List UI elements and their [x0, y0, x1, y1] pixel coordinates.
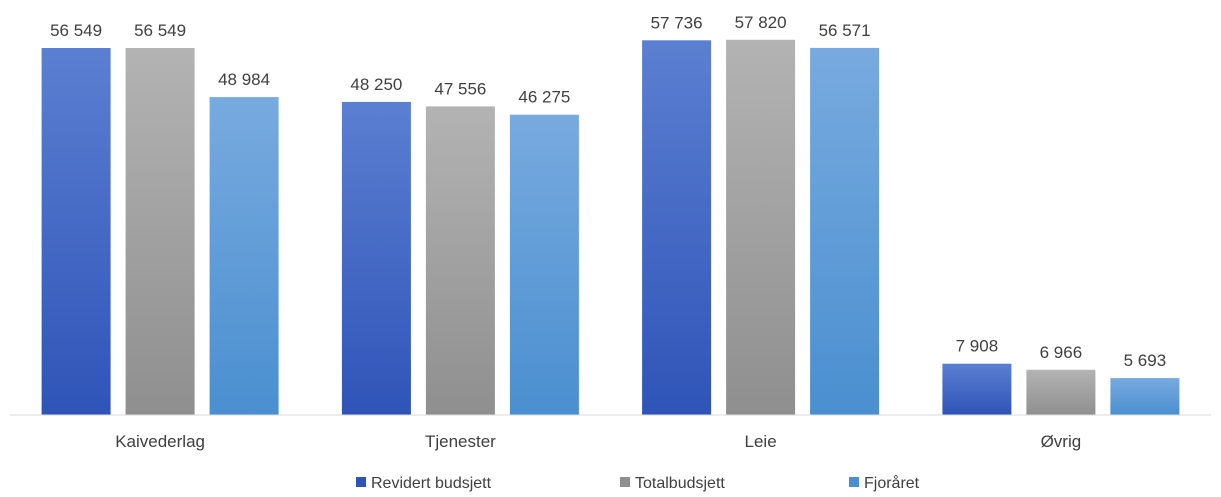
bar-kaivederlag-fjora-ret	[209, 97, 279, 415]
category-label-vrig: Øvrig	[1041, 432, 1082, 451]
legend-swatch-revidert-budsjett	[356, 477, 366, 487]
bar-leie-totalbudsjett	[726, 39, 796, 416]
bar-vrig-revidert-budsjett	[942, 363, 1012, 415]
bar-kaivederlag-totalbudsjett	[125, 48, 195, 415]
bar-leie-revidert-budsjett	[642, 40, 712, 416]
value-label-vrig-totalbudsjett: 6 966	[1040, 343, 1083, 362]
legend: Revidert budsjett Totalbudsjett Fjoråret	[356, 474, 920, 492]
legend-label-totalbudsjett: Totalbudsjett	[635, 475, 725, 492]
category-label-leie: Leie	[745, 432, 777, 451]
legend-label-fjora-ret: Fjoråret	[864, 474, 920, 492]
category-label-tjenester: Tjenester	[425, 432, 496, 451]
bar-kaivederlag-revidert-budsjett	[41, 48, 111, 415]
value-label-tjenester-fjora-ret: 46 275	[518, 88, 570, 107]
value-label-vrig-fjora-ret: 5 693	[1124, 351, 1167, 370]
value-label-vrig-revidert-budsjett: 7 908	[956, 337, 999, 356]
value-label-leie-totalbudsjett: 57 820	[735, 13, 787, 32]
bar-tjenester-fjora-ret	[509, 114, 579, 415]
value-label-leie-fjora-ret: 56 571	[819, 21, 871, 40]
category-label-kaivederlag: Kaivederlag	[115, 432, 205, 451]
value-label-leie-revidert-budsjett: 57 736	[651, 13, 703, 32]
bar-tjenester-revidert-budsjett	[341, 101, 411, 416]
legend-swatch-totalbudsjett	[620, 477, 630, 487]
bars-layer	[41, 39, 1180, 416]
bar-leie-fjora-ret	[810, 47, 880, 416]
category-labels-layer: Kaivederlag Tjenester Leie Øvrig	[115, 432, 1081, 451]
bar-tjenester-totalbudsjett	[425, 106, 495, 416]
value-label-kaivederlag-fjora-ret: 48 984	[218, 70, 270, 89]
value-label-tjenester-revidert-budsjett: 48 250	[350, 75, 402, 94]
bar-vrig-fjora-ret	[1110, 378, 1180, 415]
legend-swatch-fjora-ret	[849, 477, 859, 487]
bar-vrig-totalbudsjett	[1026, 369, 1096, 415]
value-label-kaivederlag-totalbudsjett: 56 549	[134, 21, 186, 40]
value-label-tjenester-totalbudsjett: 47 556	[434, 79, 486, 98]
value-label-kaivederlag-revidert-budsjett: 56 549	[50, 21, 102, 40]
legend-label-revidert-budsjett: Revidert budsjett	[371, 475, 492, 492]
value-labels-layer: 56 549 56 549 48 984 48 250 47 556 46 275 57 7…	[50, 13, 1166, 370]
